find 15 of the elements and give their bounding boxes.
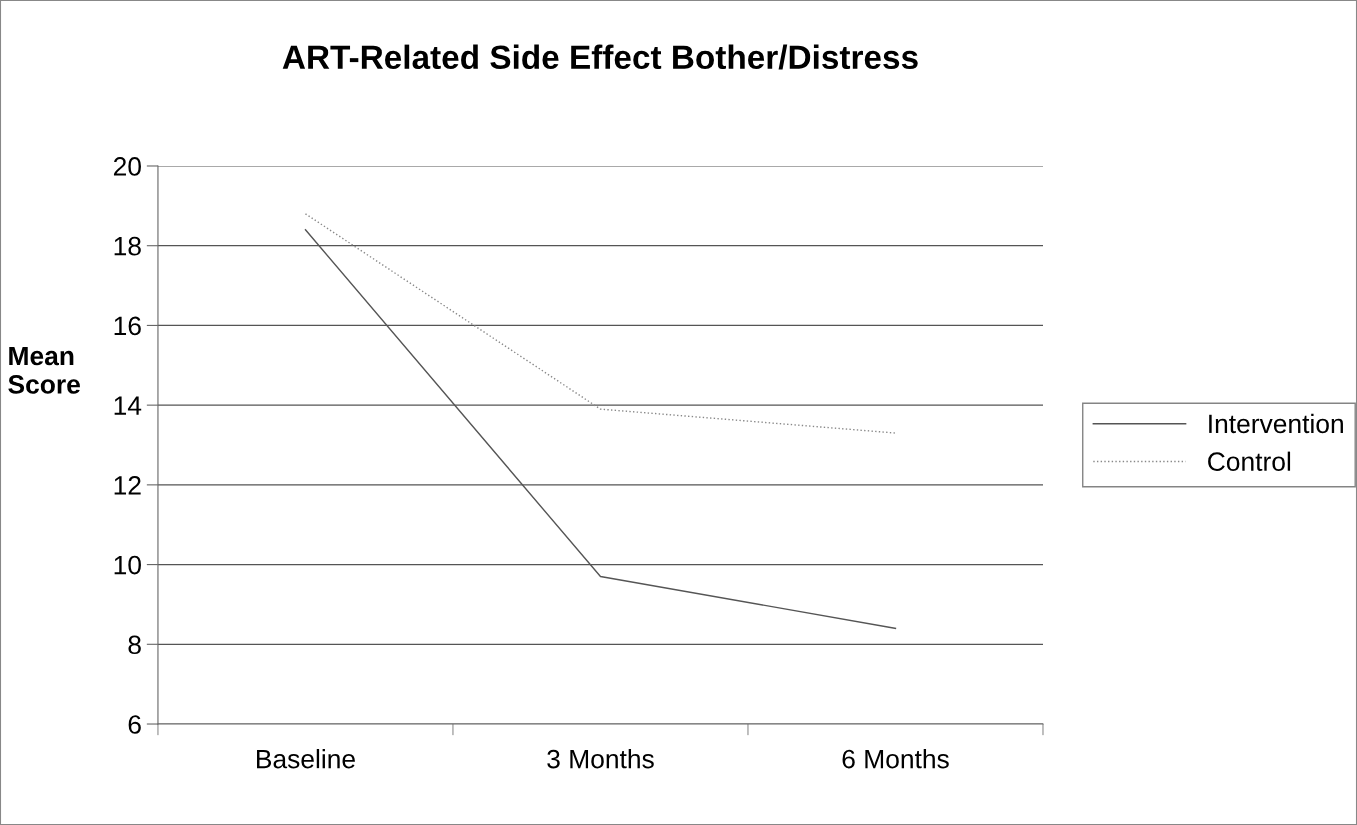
y-tick-label: 6: [128, 715, 141, 734]
x-tick-label: Baseline: [257, 749, 355, 769]
y-tick-label: 18: [114, 236, 141, 256]
x-tick-label: 3 Months: [547, 749, 654, 769]
y-tick-label: 14: [114, 396, 142, 415]
y-tick-label: 10: [114, 555, 141, 575]
legend-label: Intervention: [1209, 413, 1343, 434]
y-tick-label: 12: [114, 476, 141, 495]
x-tick-label: 6 Months: [842, 749, 949, 769]
legend-label: Control: [1208, 451, 1291, 471]
y-tick-label: 20: [113, 157, 141, 176]
y-tick-label: 16: [114, 316, 141, 336]
chart-title: ART-Related Side Effect Bother/Distress: [282, 44, 918, 70]
y-axis-title: Mean Score: [8, 346, 80, 394]
y-tick-label: 8: [128, 635, 141, 655]
